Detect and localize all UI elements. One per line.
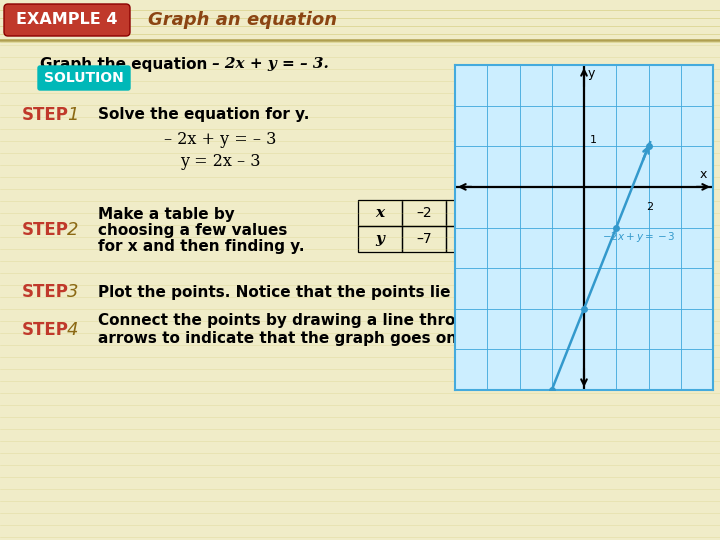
Text: 2: 2 [647, 202, 654, 212]
Text: 1: 1 [595, 232, 604, 246]
Text: Plot the points. Notice that the points lie on a straight line.: Plot the points. Notice that the points … [98, 285, 608, 300]
Bar [446, 200, 490, 226]
FancyBboxPatch shape [38, 66, 130, 90]
Text: STEP: STEP [22, 221, 69, 239]
Text: 1: 1 [590, 135, 597, 145]
Text: –5: –5 [460, 232, 476, 246]
Text: 1: 1 [552, 206, 560, 220]
Text: STEP: STEP [22, 106, 69, 124]
Text: Graph an equation: Graph an equation [148, 11, 337, 29]
Text: arrows to indicate that the graph goes on without end.: arrows to indicate that the graph goes o… [98, 330, 572, 346]
Text: x: x [375, 206, 384, 220]
Text: – 2x + y = – 3: – 2x + y = – 3 [164, 132, 276, 148]
Text: 1: 1 [67, 106, 78, 124]
Text: for x and then finding y.: for x and then finding y. [98, 239, 305, 253]
Bar [578, 200, 622, 226]
Text: y = 2x – 3: y = 2x – 3 [180, 153, 260, 171]
Text: STEP: STEP [22, 283, 69, 301]
Bar [490, 200, 534, 226]
Text: Make a table by: Make a table by [98, 206, 235, 221]
Text: –3: –3 [504, 232, 520, 246]
Text: y: y [376, 232, 384, 246]
Text: choosing a few values: choosing a few values [98, 222, 287, 238]
Bar [534, 226, 578, 252]
Bar [402, 226, 446, 252]
Text: –1: –1 [548, 232, 564, 246]
Text: SOLUTION: SOLUTION [44, 71, 124, 85]
Text: EXAMPLE 4: EXAMPLE 4 [17, 12, 118, 28]
Bar [578, 226, 622, 252]
Text: x: x [700, 168, 707, 181]
Bar [402, 200, 446, 226]
Text: 2: 2 [67, 221, 78, 239]
Text: –2: –2 [416, 206, 432, 220]
Text: Graph the equation: Graph the equation [40, 57, 207, 71]
Text: –1: –1 [460, 206, 476, 220]
Text: y: y [588, 66, 595, 79]
Text: $-2x + y = -3$: $-2x + y = -3$ [602, 230, 675, 244]
Bar [446, 226, 490, 252]
Bar [358, 226, 402, 252]
Text: 0: 0 [508, 206, 516, 220]
Bar [534, 200, 578, 226]
Text: 4: 4 [67, 321, 78, 339]
Text: –7: –7 [416, 232, 432, 246]
Bar [490, 226, 534, 252]
Bar [358, 200, 402, 226]
Text: 2: 2 [595, 206, 604, 220]
Text: 3: 3 [67, 283, 78, 301]
Text: Solve the equation for y.: Solve the equation for y. [98, 107, 310, 123]
Text: Connect the points by drawing a line through them. Use: Connect the points by drawing a line thr… [98, 313, 580, 327]
Text: STEP: STEP [22, 321, 69, 339]
FancyBboxPatch shape [4, 4, 130, 36]
Text: – 2x + y = – 3.: – 2x + y = – 3. [212, 57, 329, 71]
